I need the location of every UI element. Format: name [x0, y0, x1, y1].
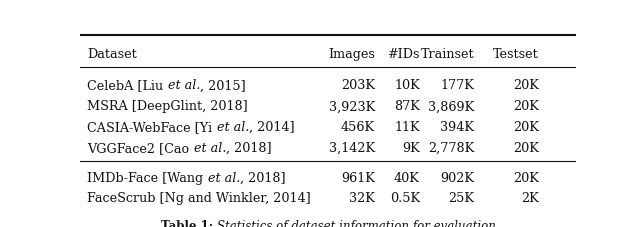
Text: , 2014]: , 2014]: [249, 121, 294, 134]
Text: CASIA-WebFace [Yi: CASIA-WebFace [Yi: [88, 121, 216, 134]
Text: 394K: 394K: [440, 121, 474, 134]
Text: et al.: et al.: [207, 172, 240, 185]
Text: CelebA [Liu: CelebA [Liu: [88, 79, 168, 92]
Text: Trainset: Trainset: [420, 48, 474, 61]
Text: Dataset: Dataset: [88, 48, 137, 61]
Text: 3,923K: 3,923K: [329, 100, 375, 113]
Text: IMDb-Face [Wang: IMDb-Face [Wang: [88, 172, 207, 185]
Text: 177K: 177K: [440, 79, 474, 92]
Text: et al.: et al.: [168, 79, 200, 92]
Text: 9K: 9K: [402, 142, 420, 155]
Text: 3,869K: 3,869K: [428, 100, 474, 113]
Text: VGGFace2 [Cao: VGGFace2 [Cao: [88, 142, 193, 155]
Text: 40K: 40K: [394, 172, 420, 185]
Text: 11K: 11K: [394, 121, 420, 134]
Text: 20K: 20K: [513, 142, 539, 155]
Text: 902K: 902K: [440, 172, 474, 185]
Text: 456K: 456K: [341, 121, 375, 134]
Text: 3,142K: 3,142K: [329, 142, 375, 155]
Text: 32K: 32K: [349, 192, 375, 205]
Text: 20K: 20K: [513, 172, 539, 185]
Text: et al.: et al.: [193, 142, 226, 155]
Text: 87K: 87K: [394, 100, 420, 113]
Text: 20K: 20K: [513, 100, 539, 113]
Text: , 2015]: , 2015]: [200, 79, 246, 92]
Text: #IDs: #IDs: [387, 48, 420, 61]
Text: 961K: 961K: [341, 172, 375, 185]
Text: 10K: 10K: [394, 79, 420, 92]
Text: MSRA [DeepGlint, 2018]: MSRA [DeepGlint, 2018]: [88, 100, 248, 113]
Text: , 2018]: , 2018]: [240, 172, 285, 185]
Text: Testset: Testset: [493, 48, 539, 61]
Text: 25K: 25K: [448, 192, 474, 205]
Text: 20K: 20K: [513, 79, 539, 92]
Text: Images: Images: [328, 48, 375, 61]
Text: et al.: et al.: [216, 121, 249, 134]
Text: 2K: 2K: [521, 192, 539, 205]
Text: 203K: 203K: [341, 79, 375, 92]
Text: 2,778K: 2,778K: [428, 142, 474, 155]
Text: 20K: 20K: [513, 121, 539, 134]
Text: , 2018]: , 2018]: [226, 142, 271, 155]
Text: 0.5K: 0.5K: [390, 192, 420, 205]
Text: Table 1:: Table 1:: [161, 220, 218, 227]
Text: FaceScrub [Ng and Winkler, 2014]: FaceScrub [Ng and Winkler, 2014]: [88, 192, 311, 205]
Text: Statistics of dataset information for evaluation.: Statistics of dataset information for ev…: [218, 220, 500, 227]
